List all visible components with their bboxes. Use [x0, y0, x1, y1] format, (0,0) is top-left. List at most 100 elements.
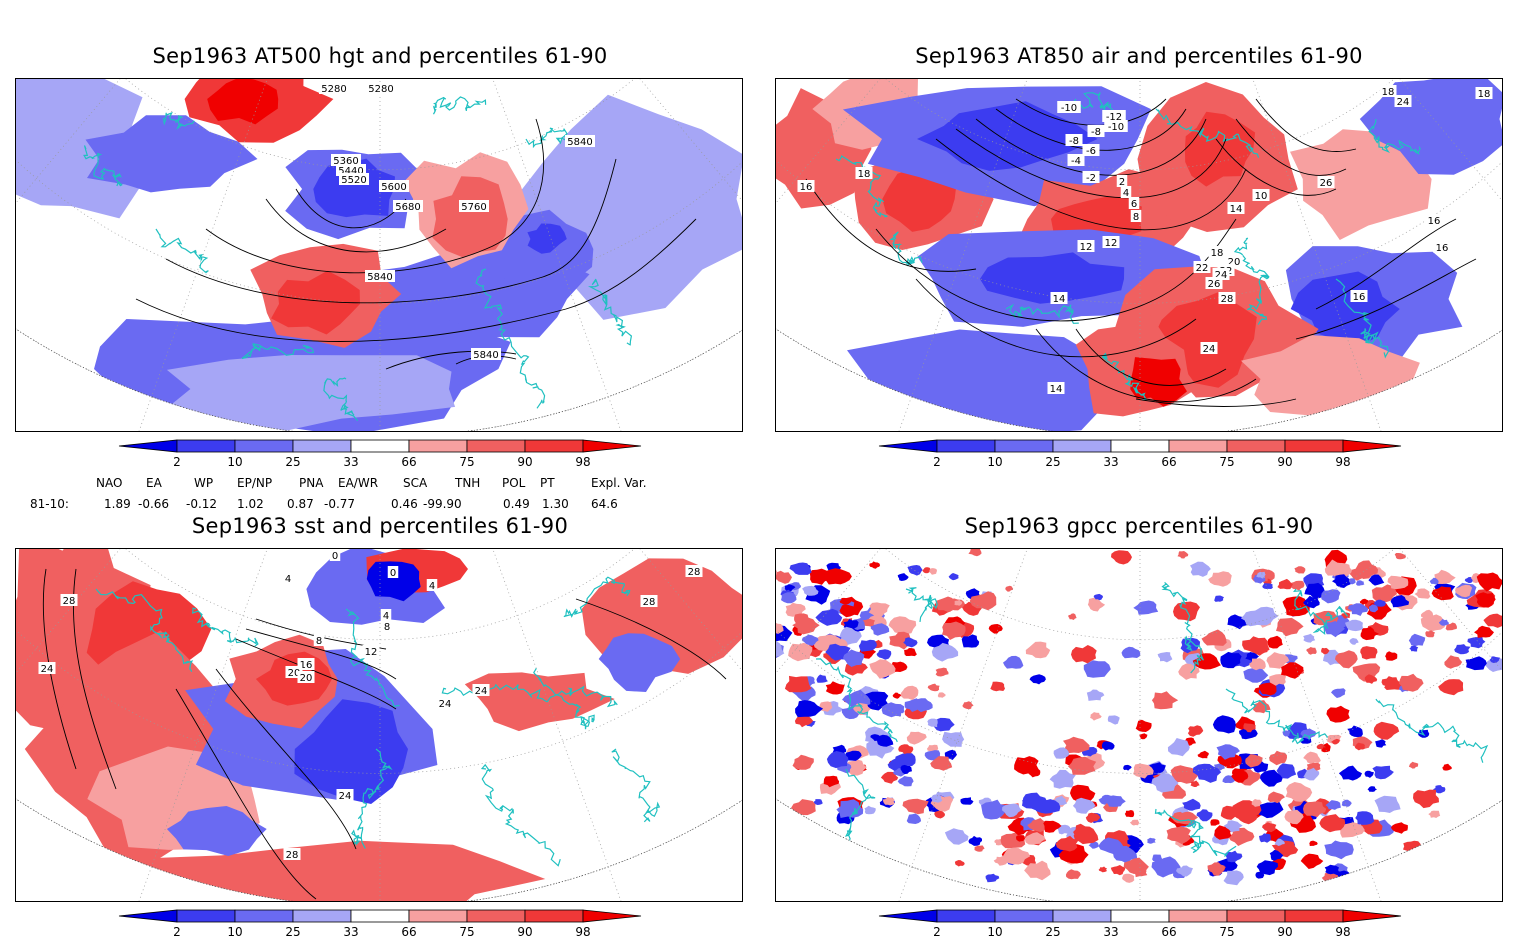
- contour-label: 20: [300, 673, 313, 684]
- precip-anomaly: [1360, 646, 1378, 660]
- precip-anomaly: [813, 799, 823, 805]
- contour-label: 16: [1436, 243, 1449, 254]
- precip-anomaly: [935, 596, 957, 612]
- precip-anomaly: [1294, 566, 1306, 574]
- colorbar-swatch: [524, 909, 584, 923]
- precip-anomaly: [1489, 656, 1501, 663]
- precip-anomaly: [1104, 795, 1126, 807]
- index-header-pol: POL: [502, 476, 526, 490]
- map-panel-gpcc: [775, 548, 1503, 902]
- precip-anomaly: [1364, 674, 1378, 684]
- contour-line: [215, 668, 357, 850]
- contour-label: 20: [288, 668, 301, 679]
- precip-anomaly: [1110, 865, 1126, 876]
- precip-anomaly: [1356, 580, 1365, 586]
- precip-anomaly: [930, 794, 943, 803]
- anomaly-region: [207, 79, 279, 125]
- coastline: [844, 768, 876, 841]
- index-header-tnh: TNH: [455, 476, 481, 490]
- precip-anomaly: [1065, 869, 1081, 880]
- precip-anomaly: [1408, 761, 1419, 769]
- contour-label: 24: [1397, 97, 1410, 108]
- contour-label: 12: [1080, 242, 1093, 253]
- precip-anomaly: [880, 771, 899, 784]
- coastline: [480, 763, 561, 867]
- contour-label-bg: [426, 579, 438, 591]
- contour-label-bg: [1082, 171, 1100, 183]
- contour-label-bg: [1193, 261, 1211, 273]
- precip-anomaly: [1385, 651, 1398, 661]
- precip-anomaly: [839, 604, 857, 618]
- coastline: [1375, 698, 1489, 763]
- colorbar-swatch: [1284, 909, 1344, 923]
- precip-anomaly: [1394, 553, 1406, 560]
- precip-anomaly: [1438, 618, 1449, 626]
- colorbar-swatch: [466, 909, 526, 923]
- colorbar-tick-label: 98: [1335, 455, 1351, 469]
- anomaly-region: [917, 101, 1098, 171]
- colorbar-swatch: [1052, 909, 1112, 923]
- precip-anomaly: [1432, 569, 1456, 585]
- coastline: [83, 145, 123, 187]
- coastline: [835, 155, 888, 218]
- precip-anomaly: [1374, 795, 1401, 813]
- precip-anomaly: [961, 634, 980, 648]
- contour-label: 28: [688, 567, 701, 578]
- precip-anomaly: [795, 700, 824, 718]
- index-header-sca: SCA: [403, 476, 428, 490]
- index-value-wp: -0.12: [186, 497, 218, 511]
- colorbar-swatch: [118, 439, 178, 453]
- precip-anomaly: [1306, 647, 1317, 655]
- contour-label: -8: [1091, 127, 1101, 138]
- colorbar-tick-label: 10: [987, 925, 1003, 939]
- contour-label: -8: [1069, 136, 1079, 147]
- precip-anomaly: [974, 845, 985, 852]
- precip-anomaly: [1029, 674, 1046, 685]
- contour-label: 12: [1105, 238, 1118, 249]
- precip-anomaly: [1333, 562, 1352, 578]
- precip-anomaly: [1373, 599, 1386, 607]
- precip-anomaly: [815, 608, 843, 626]
- contour-label-bg: [1102, 110, 1126, 122]
- contour-label: 6: [1131, 199, 1137, 210]
- precip-anomaly: [1025, 832, 1046, 845]
- precip-anomaly: [1208, 571, 1232, 587]
- precip-anomaly: [1349, 638, 1359, 645]
- precip-anomaly: [1474, 625, 1494, 638]
- contour-label-bg: [1087, 125, 1105, 137]
- contour-label: 26: [1208, 279, 1221, 290]
- contour-label: 8: [316, 636, 322, 647]
- index-value-tnh: -99.90: [423, 497, 462, 511]
- contour-label: -10: [1108, 122, 1124, 133]
- precip-anomaly: [1262, 822, 1277, 833]
- precip-anomaly: [942, 621, 966, 640]
- precip-anomaly: [1476, 572, 1502, 592]
- coastline: [905, 587, 938, 622]
- anomaly-region: [979, 252, 1125, 304]
- precip-anomaly: [1409, 645, 1419, 652]
- colorbar-tick-label: 75: [459, 455, 475, 469]
- contour-line: [995, 108, 1187, 151]
- precip-anomaly: [1300, 728, 1317, 740]
- colorbar-swatch: [1226, 909, 1286, 923]
- precip-anomaly: [1049, 769, 1076, 789]
- precip-anomaly: [902, 798, 929, 815]
- precip-anomaly: [900, 685, 919, 700]
- precip-anomaly: [1151, 856, 1181, 878]
- precip-anomaly: [1176, 865, 1193, 877]
- contour-label: 5680: [395, 202, 420, 213]
- precip-anomaly: [785, 602, 806, 617]
- precip-anomaly: [1425, 630, 1435, 638]
- contour-label: 8: [384, 622, 390, 633]
- precip-anomaly: [1360, 626, 1379, 641]
- contour-label: 16: [300, 660, 313, 671]
- precip-anomaly: [1290, 580, 1305, 591]
- precip-anomaly: [869, 659, 896, 679]
- precip-anomaly: [1210, 819, 1220, 826]
- index-header-ea: EA: [146, 476, 162, 490]
- precip-anomaly: [839, 597, 852, 605]
- precip-anomaly: [1256, 571, 1266, 579]
- contour-line: [1215, 138, 1337, 196]
